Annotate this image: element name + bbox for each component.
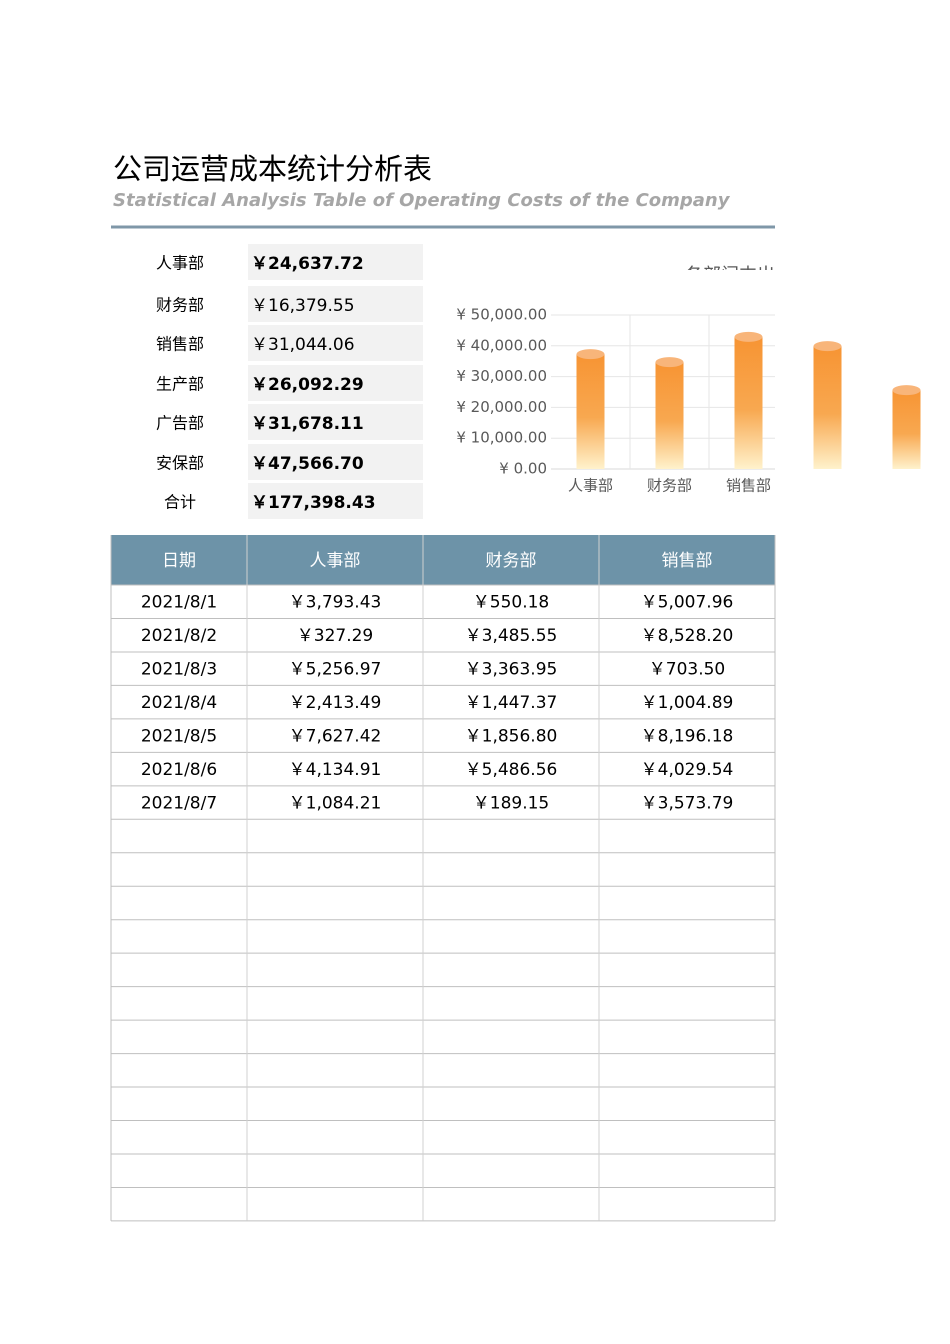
table-cell: ￥1,856.80 xyxy=(465,727,558,747)
table-cell: 2021/8/5 xyxy=(141,727,217,747)
table-cell: ￥1,084.21 xyxy=(289,794,382,814)
summary-value: ￥16,379.55 xyxy=(251,296,355,316)
bar-top xyxy=(576,349,605,360)
summary-label: 合计 xyxy=(164,493,196,512)
table-cell: ￥8,528.20 xyxy=(641,626,734,646)
bar xyxy=(813,346,842,469)
summary-label: 广告部 xyxy=(156,414,204,433)
header-cell: 人事部 xyxy=(310,551,361,571)
table-header-bg xyxy=(111,535,775,585)
summary-value: ￥47,566.70 xyxy=(251,454,364,474)
table-cell: ￥3,793.43 xyxy=(289,593,382,613)
table-cell: ￥5,256.97 xyxy=(289,660,382,680)
table-cell: ￥1,447.37 xyxy=(465,693,558,713)
table-cell: 2021/8/7 xyxy=(141,794,217,814)
table-cell: ￥703.50 xyxy=(649,660,725,680)
y-tick-label: ¥ 50,000.00 xyxy=(456,306,547,324)
x-tick-label: 销售部 xyxy=(726,477,771,495)
summary-value: ￥24,637.72 xyxy=(251,254,364,274)
summary-label: 人事部 xyxy=(156,254,204,273)
table: 日期 人事部 财务部 销售部 2021/8/1 ￥3,793.43 ￥550.18 ￥5,00… xyxy=(110,535,776,1222)
bar xyxy=(892,390,921,469)
table-cell: ￥3,485.55 xyxy=(465,626,558,646)
y-tick-label: ¥ 40,000.00 xyxy=(456,336,547,354)
y-tick-label: ¥ 10,000.00 xyxy=(456,429,547,447)
summary-cell xyxy=(248,244,423,280)
header-cell: 财务部 xyxy=(486,551,537,571)
chart: 各部门支出 ¥ 0.00 ¥ 10,000.00 ¥ 20,000.00 ¥ 30,0… xyxy=(456,265,921,495)
bar-top xyxy=(813,341,842,352)
summary-label: 安保部 xyxy=(156,454,204,473)
bar-top xyxy=(734,331,763,342)
table-cell: ￥7,627.42 xyxy=(289,727,382,747)
table-cell: ￥2,413.49 xyxy=(289,693,382,713)
table-cell: 2021/8/6 xyxy=(141,760,217,780)
x-tick-label: 财务部 xyxy=(647,477,692,495)
table-cell: 2021/8/1 xyxy=(141,593,217,613)
table-cell: 2021/8/3 xyxy=(141,660,217,680)
table-cell: ￥8,196.18 xyxy=(641,727,734,747)
y-tick-label: ¥ 0.00 xyxy=(499,460,547,478)
header-cell: 销售部 xyxy=(662,551,713,571)
summary-cell xyxy=(248,404,423,440)
summary-cell xyxy=(248,365,423,401)
table-cell: ￥550.18 xyxy=(473,593,549,613)
table-cell: ￥3,573.79 xyxy=(641,794,734,814)
title: 公司运营成本统计分析表 xyxy=(113,152,432,186)
table-cell: ￥4,029.54 xyxy=(641,760,734,780)
bar xyxy=(734,336,763,469)
summary-label: 财务部 xyxy=(156,296,204,315)
summary-label: 销售部 xyxy=(156,335,204,354)
table-cell: ￥5,486.56 xyxy=(465,760,558,780)
table-cell: ￥4,134.91 xyxy=(289,760,382,780)
table-cell: ￥327.29 xyxy=(297,626,373,646)
bar-top xyxy=(892,385,921,396)
summary-value: ￥26,092.29 xyxy=(251,375,364,395)
summary-value: ￥31,678.11 xyxy=(251,414,364,434)
summary-value: ￥177,398.43 xyxy=(251,493,376,513)
summary-value: ￥31,044.06 xyxy=(251,335,355,355)
x-tick-label: 人事部 xyxy=(568,477,613,495)
summary: 人事部 ￥24,637.72 财务部 ￥16,379.55 销售部 ￥31,044.06 生… xyxy=(156,244,423,519)
table-cell: ￥3,363.95 xyxy=(465,660,558,680)
chart-title: 各部门支出 xyxy=(685,265,775,286)
header-cell: 日期 xyxy=(162,551,196,571)
summary-cell xyxy=(248,325,423,361)
bar xyxy=(655,362,684,469)
summary-cell xyxy=(248,483,423,519)
summary-cell xyxy=(248,444,423,480)
summary-cell xyxy=(248,286,423,322)
subtitle: Statistical Analysis Table of Operating … xyxy=(113,190,731,211)
table-cell: 2021/8/2 xyxy=(141,626,217,646)
bar-top xyxy=(655,357,684,368)
bar xyxy=(576,354,605,469)
table-cell: ￥189.15 xyxy=(473,794,549,814)
table-cell: ￥5,007.96 xyxy=(641,593,734,613)
table-cell: ￥1,004.89 xyxy=(641,693,734,713)
summary-label: 生产部 xyxy=(156,375,204,394)
y-tick-label: ¥ 20,000.00 xyxy=(456,398,547,416)
y-tick-label: ¥ 30,000.00 xyxy=(456,367,547,385)
table-cell: 2021/8/4 xyxy=(141,693,217,713)
